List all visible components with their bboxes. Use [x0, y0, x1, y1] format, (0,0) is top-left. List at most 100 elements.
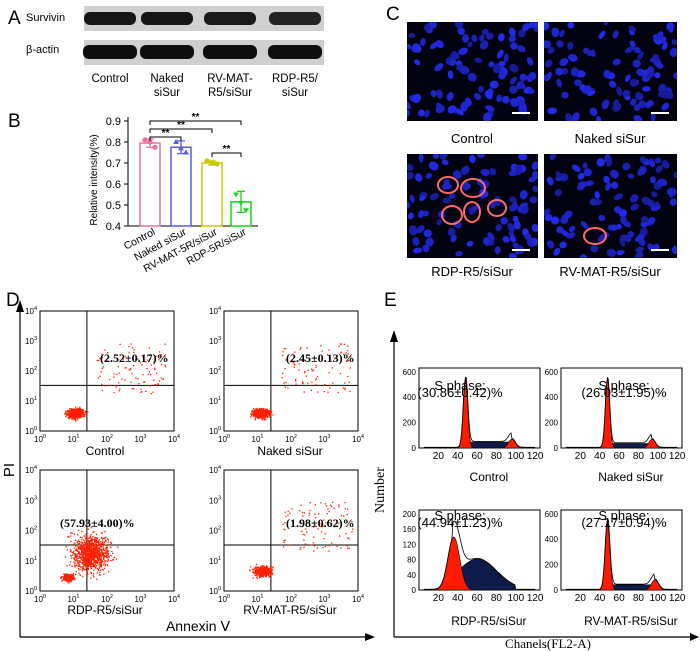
flow-ytick: 103 [25, 336, 37, 346]
band-survivin-0 [84, 12, 136, 25]
bar-point [214, 161, 220, 167]
flow-plot-label: RDP-R5/siSur [67, 603, 142, 617]
flow-ytick: 100 [209, 426, 221, 436]
sig-bracket [149, 128, 213, 133]
s-phase-value: (30.86±0.42)% [417, 385, 503, 400]
bar-point [178, 145, 184, 151]
histogram-envelope [423, 520, 536, 590]
flow-dots [60, 527, 119, 584]
cycle-ytick: 200 [545, 561, 559, 570]
g-phase-area [423, 378, 536, 449]
highlight-ring [441, 205, 463, 225]
flow-xtick: 101 [68, 434, 80, 444]
flow-plot-label: RV-MAT-R5/siSur [243, 603, 337, 617]
bar-point [183, 149, 189, 155]
flow-xtick: 102 [285, 434, 297, 444]
g-phase-area [565, 378, 678, 449]
bar-ylabel: Relative intensity(%) [89, 134, 100, 225]
flow-xtick: 103 [319, 434, 331, 444]
micrograph-label-control: Control [451, 131, 493, 146]
highlight-ring [460, 178, 486, 198]
cycle-ytick: 120 [403, 540, 417, 549]
panel-label-b: B [8, 111, 21, 132]
band-survivin-3 [269, 12, 321, 25]
cycle-xtick: 40 [594, 593, 606, 604]
histogram-envelope [423, 376, 536, 448]
flow-xtick: 101 [252, 434, 264, 444]
cycle-xtick: 20 [433, 593, 445, 604]
band-survivin-2 [204, 12, 256, 25]
bar-ytick-label: 0.6 [106, 179, 121, 191]
s-phase-value: (27.17±0.94)% [581, 515, 667, 530]
flow-xtick: 100 [34, 434, 46, 444]
bar-chart: Relative intensity(%) 0.4 0.5 0.6 0.7 0.8 0.9… [89, 112, 258, 275]
flow-ytick: 100 [209, 586, 221, 596]
bar-point [173, 139, 179, 144]
lane-labels: Control Naked siSur RV-MAT- R5/siSur RDP… [91, 73, 318, 99]
cycle-xtick: 40 [452, 451, 464, 462]
number-arrow [390, 330, 398, 342]
cycle-ytick: 0 [412, 586, 417, 595]
flow-xtick: 102 [285, 594, 297, 604]
flow-plot-frame [223, 310, 359, 432]
s-phase-title: S phase: [598, 508, 649, 523]
flow-plot-frame [39, 469, 175, 592]
bar-1 [170, 146, 192, 227]
micrograph-label-rdp: RDP-R5/siSur [431, 264, 513, 279]
cycle-plot-label: Naked siSur [598, 470, 663, 484]
cycle-plot-0: 0 200 400 600 20 40 60 80 100 120 S phase:(30.86±0… [403, 367, 544, 484]
flow-xtick: 104 [352, 434, 364, 444]
flow-ytick: 101 [209, 556, 221, 566]
flow-xtick: 103 [319, 594, 331, 604]
cycle-plot-label: RDP-R5/siSur [451, 614, 526, 628]
cycle-xtick: 120 [527, 593, 544, 604]
lane-label-rv-l1: RV-MAT- [207, 73, 253, 85]
nuclei-1 [544, 22, 677, 121]
pi-label: PI [1, 463, 18, 477]
highlight-ring [487, 199, 507, 217]
flow-ytick: 104 [209, 465, 221, 475]
cycle-xtick: 60 [614, 451, 626, 462]
bar-2 [201, 162, 223, 227]
flow-ytick: 102 [25, 526, 37, 536]
flow-xtick: 103 [135, 434, 147, 444]
annexin-label: Annexin Ⅴ [166, 618, 230, 634]
sig-bracket [149, 136, 182, 141]
cycle-xtick: 40 [452, 593, 464, 604]
panel-label-a: A [8, 8, 21, 29]
cycle-ytick: 600 [545, 510, 559, 519]
cycle-plot-3: 0 200 400 600 20 40 60 80 100 120 S phase:(27.17±0… [545, 508, 686, 628]
band-actin-3 [268, 45, 322, 59]
micrograph-label-naked: Naked siSur [575, 131, 646, 146]
bar-point [243, 208, 249, 214]
flow-plot-frame [223, 469, 359, 592]
cycle-plot-1: 0 200 400 600 20 40 60 80 100 120 S phase:(26.03±1… [545, 367, 686, 484]
channel-arrow [690, 633, 699, 641]
cycle-plot-label: RV-MAT-R5/siSur [584, 614, 678, 628]
flow-ytick: 102 [209, 366, 221, 376]
cycle-ytick: 400 [545, 535, 559, 544]
nuclei-2 [407, 154, 538, 258]
bar-point [152, 144, 158, 150]
flow-xtick: 104 [168, 594, 180, 604]
cycle-ytick: 0 [554, 444, 559, 453]
flow-ytick: 104 [25, 306, 37, 316]
highlight-ring [583, 227, 607, 245]
cycle-plot-label: Control [470, 470, 509, 484]
lane-label-rdp-l2: siSur [282, 87, 308, 99]
sig-label: ** [177, 120, 185, 131]
flow-cytometry: PI Annexin Ⅴ 100100101101102102103103104… [1, 300, 375, 641]
histogram-envelope [565, 518, 678, 590]
cycle-xtick: 120 [669, 593, 686, 604]
cycle-xtick: 100 [649, 593, 666, 604]
sig-label: ** [192, 112, 200, 123]
cycle-ytick: 400 [545, 393, 559, 402]
cycle-xtick: 20 [575, 451, 587, 462]
flow-ytick: 102 [25, 366, 37, 376]
flow-xtick: 100 [218, 434, 230, 444]
lane-label-rdp-l1: RDP-R5/ [272, 73, 319, 85]
